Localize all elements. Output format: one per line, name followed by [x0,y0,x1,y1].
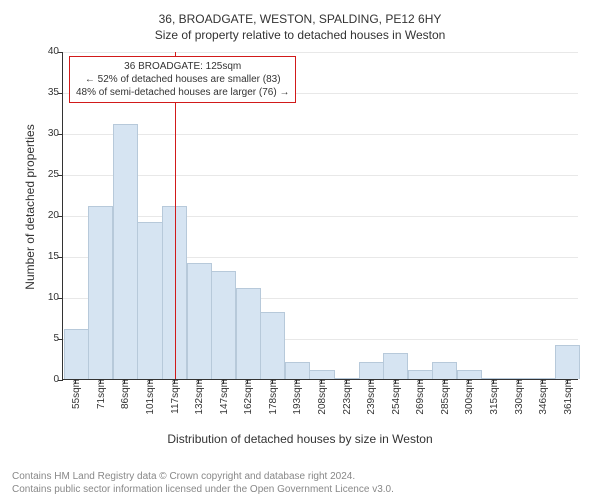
x-tick-label: 285sqm [440,379,451,415]
y-gridline [63,134,578,135]
x-tick-label: 147sqm [219,379,230,415]
x-tick-label: 117sqm [170,379,181,414]
x-tick-label: 239sqm [366,379,377,415]
property-callout: 36 BROADGATE: 125sqm← 52% of detached ho… [69,56,296,103]
histogram-bar [187,263,212,379]
x-tick-label: 55sqm [71,379,82,409]
x-tick-label: 223sqm [342,379,353,415]
x-axis-label: Distribution of detached houses by size … [0,432,600,446]
data-attribution: Contains HM Land Registry data © Crown c… [12,471,588,496]
x-tick-label: 269sqm [415,379,426,415]
page-title: 36, BROADGATE, WESTON, SPALDING, PE12 6H… [0,12,600,26]
histogram-bar [260,312,285,379]
x-tick-label: 132sqm [194,379,205,415]
y-tick-label: 0 [29,375,63,385]
histogram-bar [408,370,433,379]
x-tick-label: 346sqm [538,379,549,415]
y-axis-label: Number of detached properties [23,43,37,371]
x-tick-label: 86sqm [120,379,131,409]
x-tick-label: 300sqm [464,379,475,415]
y-gridline [63,216,578,217]
histogram-bar [359,362,384,379]
chart-subtitle: Size of property relative to detached ho… [0,28,600,42]
histogram-bar [457,370,482,379]
histogram-bar [432,362,457,379]
histogram-bar [113,124,138,379]
histogram-bar [309,370,334,379]
x-tick-label: 208sqm [317,379,328,415]
histogram-bar [211,271,236,379]
property-chart-page: { "title_main": "36, BROADGATE, WESTON, … [0,0,600,500]
histogram-bar [137,222,162,379]
x-tick-label: 193sqm [292,379,303,415]
callout-line-3: 48% of semi-detached houses are larger (… [76,86,289,99]
x-tick-label: 330sqm [514,379,525,415]
attribution-line-1: Contains HM Land Registry data © Crown c… [12,471,588,484]
histogram-plot: 051015202530354055sqm71sqm86sqm101sqm117… [62,52,578,380]
histogram-bar [88,206,113,379]
histogram-bar [236,288,261,379]
x-tick-label: 178sqm [268,379,279,415]
x-tick-label: 361sqm [563,379,574,415]
x-tick-label: 101sqm [145,379,156,415]
histogram-bar [383,353,408,379]
y-gridline [63,175,578,176]
x-tick-label: 315sqm [489,379,500,415]
histogram-bar [285,362,310,379]
y-gridline [63,52,578,53]
x-tick-label: 71sqm [96,379,107,409]
callout-line-2: ← 52% of detached houses are smaller (83… [76,73,289,86]
histogram-bar [555,345,580,379]
x-tick-label: 162sqm [243,379,254,415]
callout-line-1: 36 BROADGATE: 125sqm [76,60,289,73]
attribution-line-2: Contains public sector information licen… [12,484,588,497]
x-tick-label: 254sqm [391,379,402,415]
histogram-bar [64,329,89,379]
